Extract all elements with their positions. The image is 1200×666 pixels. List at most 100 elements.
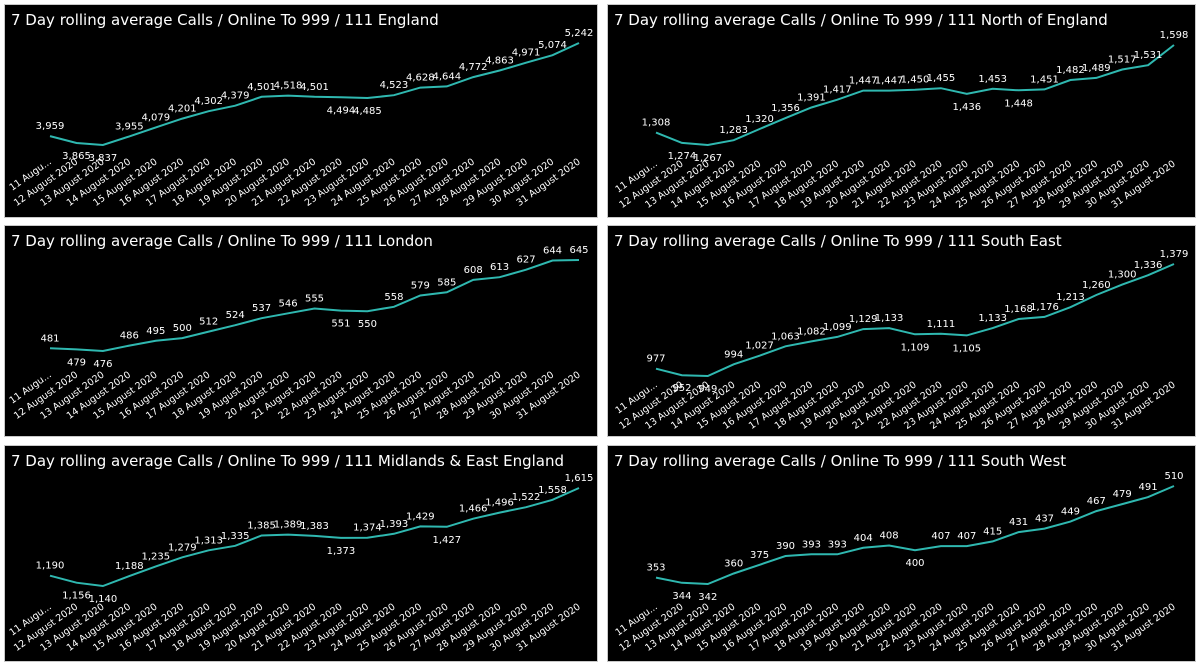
data-label: 342 — [698, 592, 717, 603]
data-label: 1,451 — [1030, 74, 1059, 85]
data-label: 407 — [931, 531, 950, 542]
data-label: 1,267 — [693, 153, 722, 164]
chart-panel-north-of-england: 7 Day rolling average Calls / Online To … — [607, 4, 1196, 218]
data-label: 1,389 — [274, 520, 303, 531]
data-label: 1,283 — [719, 125, 748, 136]
data-label: 1,356 — [771, 103, 800, 114]
data-label: 4,201 — [168, 104, 197, 115]
data-label: 393 — [828, 539, 847, 550]
data-label: 645 — [569, 245, 588, 256]
data-label: 1,427 — [432, 535, 461, 546]
data-label: 390 — [776, 541, 795, 552]
data-label: 353 — [646, 563, 665, 574]
data-label: 467 — [1087, 496, 1106, 507]
data-label: 551 — [331, 319, 350, 330]
data-label: 1,447 — [875, 76, 904, 87]
data-label: 1,453 — [978, 74, 1007, 85]
data-label: 4,772 — [459, 62, 488, 73]
data-label: 994 — [724, 349, 743, 360]
data-label: 4,501 — [300, 82, 329, 93]
data-label: 3,837 — [89, 153, 118, 164]
data-label: 1,133 — [978, 313, 1007, 324]
data-label: 1,109 — [901, 342, 930, 353]
data-label: 1,374 — [353, 523, 382, 534]
data-label: 393 — [802, 539, 821, 550]
data-label: 449 — [1061, 507, 1080, 518]
data-label: 1,522 — [512, 492, 541, 503]
data-label: 1,496 — [485, 498, 514, 509]
data-label: 1,531 — [1134, 50, 1163, 61]
data-label: 4,863 — [485, 56, 514, 67]
data-label: 495 — [146, 326, 165, 337]
data-label: 1,213 — [1056, 292, 1085, 303]
data-label: 1,447 — [849, 76, 878, 87]
data-label: 1,320 — [745, 114, 774, 125]
series-line — [49, 259, 580, 353]
data-label: 949 — [698, 384, 717, 395]
data-label: 1,156 — [62, 591, 91, 602]
data-label: 404 — [854, 533, 873, 544]
data-label: 1,383 — [300, 521, 329, 532]
series-line — [655, 44, 1175, 147]
data-label: 524 — [226, 310, 245, 321]
chart-panel-midlands-east-england: 7 Day rolling average Calls / Online To … — [4, 445, 598, 662]
data-label: 613 — [490, 262, 509, 273]
data-label: 360 — [724, 559, 743, 570]
data-label: 1,313 — [194, 535, 223, 546]
data-label: 1,027 — [745, 341, 774, 352]
data-label: 5,242 — [565, 28, 594, 39]
data-label: 1,336 — [1134, 260, 1163, 271]
data-label: 1,133 — [875, 313, 904, 324]
data-label: 431 — [1009, 517, 1028, 528]
chart-title: 7 Day rolling average Calls / Online To … — [614, 232, 1062, 250]
data-label: 1,385 — [247, 521, 276, 532]
data-label: 1,063 — [771, 331, 800, 342]
data-label: 481 — [40, 333, 59, 344]
data-label: 1,417 — [823, 85, 852, 96]
data-label: 4,644 — [432, 71, 461, 82]
data-label: 1,379 — [1160, 249, 1189, 260]
data-label: 1,391 — [797, 93, 826, 104]
data-label: 1,176 — [1030, 302, 1059, 313]
data-label: 1,260 — [1082, 280, 1111, 291]
data-label: 491 — [1139, 482, 1158, 493]
data-label: 4,302 — [194, 96, 223, 107]
series-line — [49, 487, 580, 588]
data-label: 627 — [517, 255, 536, 266]
chart-title: 7 Day rolling average Calls / Online To … — [11, 11, 439, 29]
data-label: 415 — [983, 526, 1002, 537]
data-label: 1,436 — [952, 102, 981, 113]
data-label: 1,393 — [380, 519, 409, 530]
data-label: 407 — [957, 531, 976, 542]
data-label: 512 — [199, 317, 218, 328]
data-label: 3,955 — [115, 121, 144, 132]
data-label: 579 — [411, 281, 430, 292]
data-label: 4,523 — [380, 80, 409, 91]
data-label: 3,865 — [62, 151, 91, 162]
data-label: 4,518 — [274, 81, 303, 92]
chart-title: 7 Day rolling average Calls / Online To … — [614, 452, 1067, 470]
chart-title: 7 Day rolling average Calls / Online To … — [11, 232, 433, 250]
data-label: 537 — [252, 303, 271, 314]
data-label: 1,168 — [1004, 304, 1033, 315]
data-label: 1,466 — [459, 504, 488, 515]
data-label: 1,279 — [168, 542, 197, 553]
data-label: 550 — [358, 319, 377, 330]
data-label: 1,517 — [1108, 55, 1137, 66]
data-label: 546 — [279, 298, 298, 309]
data-label: 1,099 — [823, 322, 852, 333]
data-label: 344 — [672, 591, 691, 602]
data-label: 1,111 — [927, 319, 956, 330]
data-label: 1,450 — [901, 75, 930, 86]
data-label: 437 — [1035, 514, 1054, 525]
data-label: 510 — [1164, 471, 1183, 482]
data-label: 1,615 — [565, 473, 594, 484]
data-label: 1,448 — [1004, 98, 1033, 109]
data-label: 1,455 — [927, 73, 956, 84]
data-label: 4,501 — [247, 82, 276, 93]
data-label: 408 — [880, 531, 899, 542]
data-label: 1,140 — [89, 594, 118, 605]
data-label: 1,482 — [1056, 65, 1085, 76]
